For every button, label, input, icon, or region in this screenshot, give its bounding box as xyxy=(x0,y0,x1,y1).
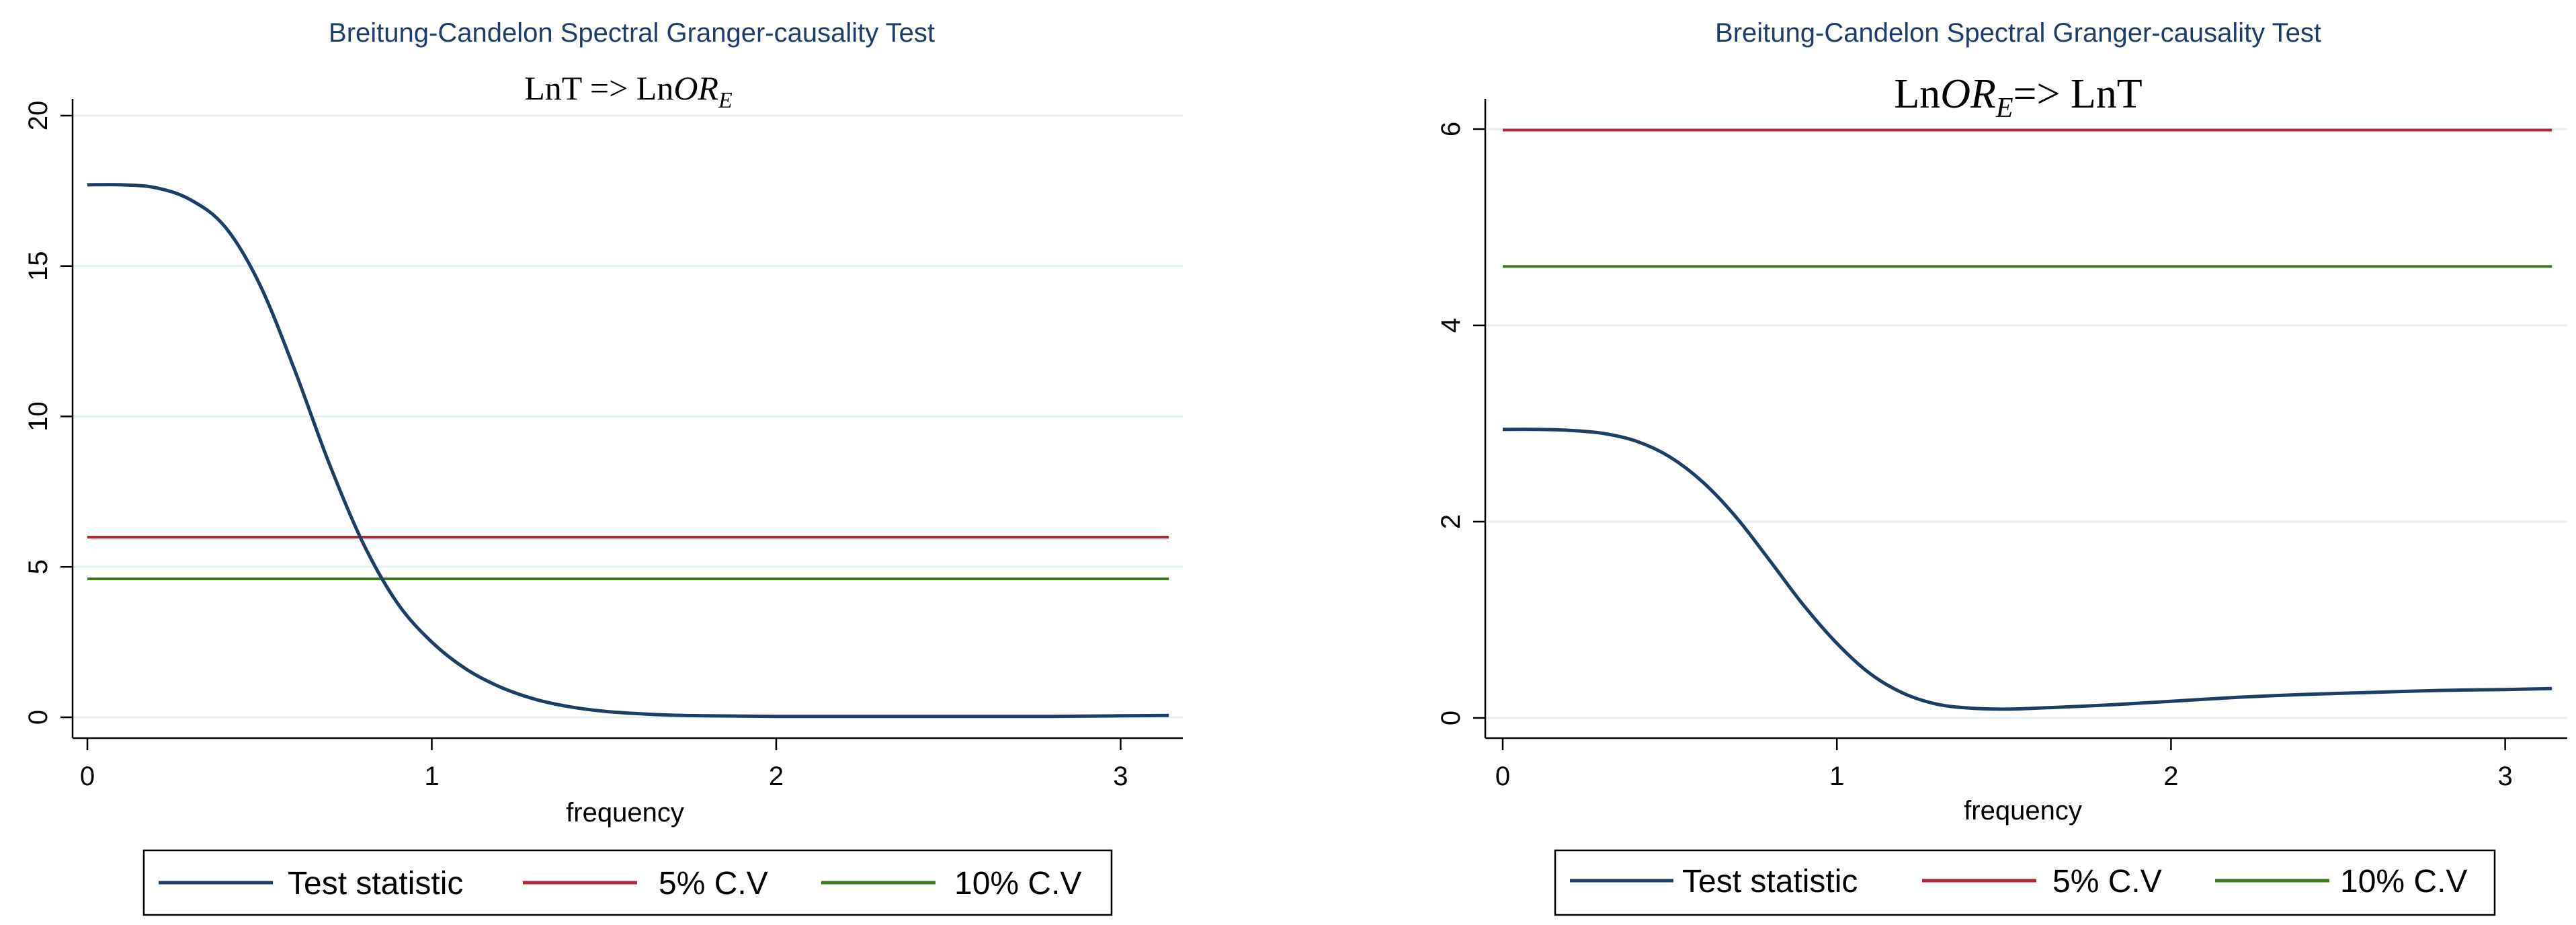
chart-left-legend: Test statistic 5% C.V 10% C.V xyxy=(142,849,1113,916)
chart-right-series xyxy=(1502,128,2552,711)
legend-label-test-statistic: Test statistic xyxy=(1682,864,1858,899)
x-tick-label: 1 xyxy=(1829,762,1844,791)
chart-left-y-ticks: 0 5 10 15 20 xyxy=(24,101,73,725)
chart-left-title: Breitung-Candelon Spectral Granger-causa… xyxy=(329,18,935,48)
legend-label-test-statistic: Test statistic xyxy=(288,866,463,901)
chart-right-x-ticks: 0 1 2 3 xyxy=(1495,738,2513,791)
x-tick-label: 2 xyxy=(769,762,784,791)
chart-left-x-label: frequency xyxy=(566,798,684,828)
chart-right-gridlines xyxy=(1485,128,2567,719)
chart-left-gridlines xyxy=(73,114,1183,719)
chart-right: Breitung-Candelon Spectral Granger-causa… xyxy=(1436,18,2567,916)
x-tick-label: 1 xyxy=(424,762,439,791)
y-tick-label: 0 xyxy=(24,710,53,725)
chart-right-title: Breitung-Candelon Spectral Granger-causa… xyxy=(1715,18,2321,48)
legend-label-5pct-cv: 5% C.V xyxy=(659,866,768,901)
chart-right-subtitle: LnORE=> LnT xyxy=(1894,71,2142,124)
y-tick-label: 6 xyxy=(1436,122,1466,136)
chart-left-x-ticks: 0 1 2 3 xyxy=(80,738,1128,791)
y-tick-label: 10 xyxy=(24,401,53,432)
y-tick-label: 20 xyxy=(24,101,53,131)
chart-left-series xyxy=(87,183,1169,719)
legend-label-5pct-cv: 5% C.V xyxy=(2052,864,2162,899)
x-tick-label: 3 xyxy=(2497,762,2512,791)
y-tick-label: 0 xyxy=(1436,711,1466,725)
legend-box xyxy=(1554,849,2496,916)
legend-label-10pct-cv: 10% C.V xyxy=(954,866,1081,901)
chart-left-subtitle: LnT => LnORE xyxy=(524,69,733,113)
y-tick-label: 2 xyxy=(1436,514,1466,529)
y-tick-label: 4 xyxy=(1436,318,1466,333)
x-tick-label: 2 xyxy=(2163,762,2178,791)
x-tick-label: 0 xyxy=(80,762,95,791)
y-tick-label: 15 xyxy=(24,251,53,282)
chart-left: Breitung-Candelon Spectral Granger-causa… xyxy=(24,18,1183,916)
legend-label-10pct-cv: 10% C.V xyxy=(2340,864,2467,899)
y-tick-label: 5 xyxy=(24,559,53,574)
chart-right-legend: Test statistic 5% C.V 10% C.V xyxy=(1554,849,2496,916)
x-tick-label: 3 xyxy=(1113,762,1128,791)
test-statistic-line xyxy=(87,183,1169,719)
chart-right-x-label: frequency xyxy=(1964,796,2082,826)
test-statistic-line xyxy=(1502,428,2552,711)
chart-right-y-ticks: 0 2 4 6 xyxy=(1436,122,1485,725)
x-tick-label: 0 xyxy=(1495,762,1510,791)
